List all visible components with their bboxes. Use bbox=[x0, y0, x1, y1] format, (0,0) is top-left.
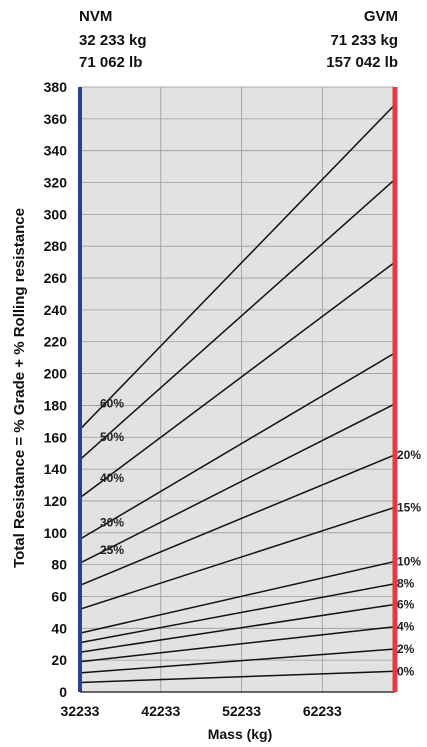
y-tick-label: 120 bbox=[44, 493, 68, 509]
series-label: 20% bbox=[397, 448, 421, 462]
x-tick-label: 52233 bbox=[222, 703, 261, 719]
series-label: 25% bbox=[100, 543, 124, 557]
series-line-0pct bbox=[79, 670, 396, 684]
series-line-15pct bbox=[79, 506, 396, 610]
y-tick-label: 20 bbox=[51, 652, 67, 668]
y-tick-label: 160 bbox=[44, 429, 68, 445]
series-label: 8% bbox=[397, 577, 415, 591]
series-line-4pct bbox=[79, 625, 396, 663]
x-axis-label: Mass (kg) bbox=[208, 726, 273, 742]
series-line-8pct bbox=[79, 582, 396, 644]
y-tick-label: 100 bbox=[44, 525, 68, 541]
series-labels: 0% 2% 4% 6% 8% 10% 15% 20% 25% 30% 40% 50% 60% bbox=[100, 397, 421, 679]
y-tick-label: 0 bbox=[59, 684, 67, 700]
nvm-lb: 71 062 lb bbox=[79, 54, 142, 71]
grid-lines bbox=[79, 86, 395, 693]
y-tick-label: 320 bbox=[44, 175, 68, 191]
y-tick-label: 240 bbox=[44, 302, 68, 318]
y-tick-label: 380 bbox=[44, 79, 68, 95]
axes-frame bbox=[78, 87, 398, 693]
series-line-2pct bbox=[79, 648, 396, 674]
y-axis-label: Total Resistance = % Grade + % Rolling r… bbox=[11, 208, 28, 568]
series-line-10pct bbox=[79, 560, 396, 634]
y-tick-label: 60 bbox=[51, 588, 67, 604]
series-label: 15% bbox=[397, 500, 421, 514]
series-line-50pct bbox=[79, 178, 396, 461]
y-tick-label: 140 bbox=[44, 461, 68, 477]
series-label: 10% bbox=[397, 554, 421, 568]
y-tick-label: 200 bbox=[44, 366, 68, 382]
series-label: 60% bbox=[100, 397, 124, 411]
series-line-60pct bbox=[79, 103, 396, 430]
gvm-kg: 71 233 kg bbox=[330, 32, 398, 49]
y-tick-label: 220 bbox=[44, 334, 68, 350]
series-label: 40% bbox=[100, 471, 124, 485]
y-tick-labels: 0 20 40 60 80 100 120 140 160 180 200 220 240 260 280 3… bbox=[44, 79, 68, 700]
series-label: 4% bbox=[397, 620, 415, 634]
series-line-40pct bbox=[79, 261, 396, 499]
series-label: 0% bbox=[397, 664, 415, 678]
x-tick-labels: 32233 42233 52233 62233 bbox=[61, 703, 342, 719]
series-label: 2% bbox=[397, 642, 415, 656]
series-line-20pct bbox=[79, 454, 396, 587]
nvm-title: NVM bbox=[79, 8, 112, 25]
plot-area bbox=[80, 87, 395, 692]
y-tick-label: 260 bbox=[44, 270, 68, 286]
y-tick-label: 180 bbox=[44, 397, 68, 413]
series-line-25pct bbox=[79, 403, 396, 564]
series-label: 30% bbox=[100, 515, 124, 529]
nvm-kg: 32 233 kg bbox=[79, 32, 147, 49]
gvm-title: GVM bbox=[364, 8, 398, 25]
series-line-30pct bbox=[79, 352, 396, 540]
x-tick-label: 42233 bbox=[141, 703, 180, 719]
x-tick-label: 62233 bbox=[303, 703, 342, 719]
y-tick-label: 360 bbox=[44, 111, 68, 127]
series-lines bbox=[79, 103, 396, 684]
gvm-lb: 157 042 lb bbox=[326, 54, 398, 71]
y-tick-label: 340 bbox=[44, 143, 68, 159]
series-label: 50% bbox=[100, 430, 124, 444]
x-tick-label: 32233 bbox=[61, 703, 100, 719]
series-label: 6% bbox=[397, 597, 415, 611]
y-tick-label: 80 bbox=[51, 557, 67, 573]
series-line-6pct bbox=[79, 603, 396, 653]
y-tick-label: 40 bbox=[51, 620, 67, 636]
y-tick-label: 280 bbox=[44, 238, 68, 254]
y-tick-label: 300 bbox=[44, 206, 68, 222]
